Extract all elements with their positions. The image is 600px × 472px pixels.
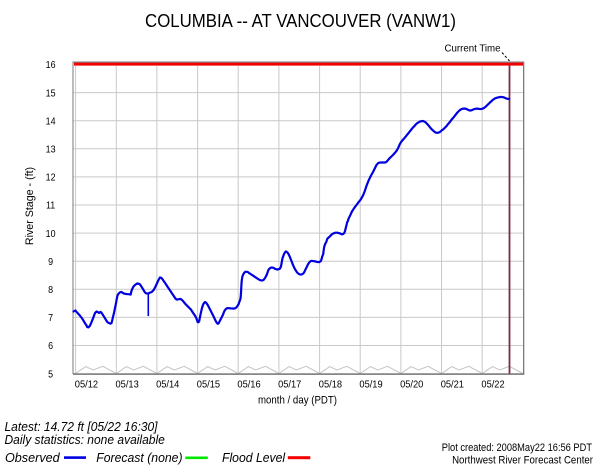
svg-text:9: 9	[48, 256, 53, 268]
svg-text:Current Time: Current Time	[445, 43, 502, 54]
svg-text:Observed: Observed	[5, 450, 60, 465]
svg-text:8: 8	[48, 284, 53, 296]
svg-text:7: 7	[48, 312, 53, 324]
svg-text:River Stage - (ft): River Stage - (ft)	[24, 167, 36, 245]
svg-text:05/22: 05/22	[481, 379, 504, 390]
svg-text:11: 11	[46, 200, 55, 212]
svg-text:month / day (PDT): month / day (PDT)	[258, 395, 337, 407]
svg-text:COLUMBIA -- AT VANCOUVER (VAN: COLUMBIA -- AT VANCOUVER (VANW1)	[145, 10, 456, 31]
svg-text:10: 10	[46, 228, 56, 240]
svg-text:05/21: 05/21	[441, 379, 464, 390]
svg-text:05/20: 05/20	[400, 379, 423, 390]
svg-text:Flood Level: Flood Level	[222, 451, 286, 465]
svg-text:05/16: 05/16	[237, 379, 260, 390]
svg-text:Plot created: 2008May22 16:56: Plot created: 2008May22 16:56 PDT	[442, 442, 592, 454]
svg-text:Northwest River Forecast Cente: Northwest River Forecast Center	[452, 455, 593, 467]
svg-text:05/13: 05/13	[116, 379, 139, 390]
svg-text:15: 15	[46, 88, 56, 100]
svg-text:Latest: 14.72 ft [05/22 16:30]: Latest: 14.72 ft [05/22 16:30]	[5, 420, 159, 435]
svg-text:13: 13	[46, 144, 56, 156]
svg-text:Daily statistics: none availab: Daily statistics: none available	[5, 433, 165, 448]
svg-text:5: 5	[48, 369, 53, 381]
svg-text:6: 6	[48, 341, 53, 353]
svg-text:Forecast (none): Forecast (none)	[96, 451, 182, 465]
svg-text:05/12: 05/12	[75, 379, 98, 390]
svg-text:05/14: 05/14	[156, 379, 180, 390]
svg-text:05/19: 05/19	[359, 379, 382, 390]
svg-text:14: 14	[46, 116, 56, 128]
svg-text:05/18: 05/18	[319, 379, 342, 390]
svg-text:12: 12	[46, 172, 56, 184]
svg-text:16: 16	[46, 60, 56, 72]
svg-text:05/15: 05/15	[197, 379, 220, 390]
svg-text:05/17: 05/17	[278, 379, 301, 390]
